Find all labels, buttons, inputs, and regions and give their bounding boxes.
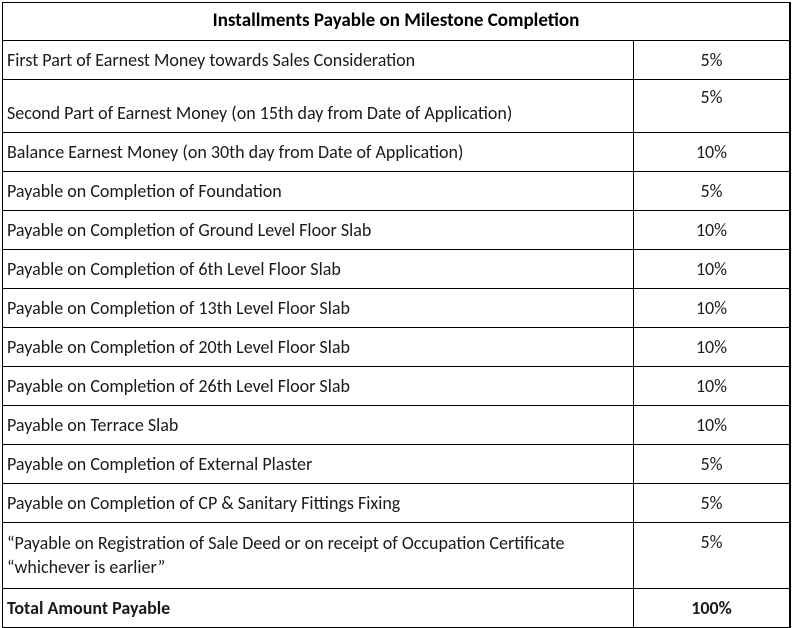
table-row: Payable on Completion of 20th Level Floo… (3, 328, 789, 367)
total-row: Total Amount Payable100% (3, 589, 789, 627)
row-percentage: 5% (634, 41, 789, 79)
table-row: Payable on Terrace Slab10% (3, 406, 789, 445)
row-percentage: 10% (634, 250, 789, 288)
row-percentage: 5% (634, 172, 789, 210)
row-percentage: 5% (634, 80, 789, 132)
table-row: Second Part of Earnest Money (on 15th da… (3, 80, 789, 133)
row-description: Payable on Completion of 6th Level Floor… (3, 250, 634, 288)
total-description: Total Amount Payable (3, 589, 634, 627)
row-percentage: 10% (634, 367, 789, 405)
total-percentage: 100% (634, 589, 789, 627)
row-description: First Part of Earnest Money towards Sale… (3, 41, 634, 79)
row-percentage: 5% (634, 445, 789, 483)
table-row: Payable on Completion of CP & Sanitary F… (3, 484, 789, 523)
table-row: Payable on Completion of External Plaste… (3, 445, 789, 484)
row-percentage: 5% (634, 484, 789, 522)
row-percentage: 5% (634, 523, 789, 588)
table-row: Payable on Completion of Ground Level Fl… (3, 211, 789, 250)
row-description: Payable on Completion of 20th Level Floo… (3, 328, 634, 366)
table-row: First Part of Earnest Money towards Sale… (3, 41, 789, 80)
row-percentage: 10% (634, 289, 789, 327)
row-percentage: 10% (634, 328, 789, 366)
row-description: Second Part of Earnest Money (on 15th da… (3, 80, 634, 132)
row-description: Balance Earnest Money (on 30th day from … (3, 133, 634, 171)
installments-table: Installments Payable on Milestone Comple… (2, 2, 791, 628)
table-body: First Part of Earnest Money towards Sale… (3, 41, 789, 627)
table-row: Payable on Completion of 13th Level Floo… (3, 289, 789, 328)
row-percentage: 10% (634, 406, 789, 444)
row-description: Payable on Completion of 13th Level Floo… (3, 289, 634, 327)
table-row: Payable on Completion of Foundation5% (3, 172, 789, 211)
row-description: Payable on Completion of Ground Level Fl… (3, 211, 634, 249)
row-description: Payable on Terrace Slab (3, 406, 634, 444)
row-description: “Payable on Registration of Sale Deed or… (3, 523, 634, 588)
row-description: Payable on Completion of Foundation (3, 172, 634, 210)
row-percentage: 10% (634, 211, 789, 249)
table-row: Payable on Completion of 26th Level Floo… (3, 367, 789, 406)
table-row: Balance Earnest Money (on 30th day from … (3, 133, 789, 172)
table-row: Payable on Completion of 6th Level Floor… (3, 250, 789, 289)
row-description: Payable on Completion of 26th Level Floo… (3, 367, 634, 405)
row-description: Payable on Completion of External Plaste… (3, 445, 634, 483)
table-row: “Payable on Registration of Sale Deed or… (3, 523, 789, 589)
row-description: Payable on Completion of CP & Sanitary F… (3, 484, 634, 522)
table-title: Installments Payable on Milestone Comple… (3, 3, 789, 41)
row-percentage: 10% (634, 133, 789, 171)
